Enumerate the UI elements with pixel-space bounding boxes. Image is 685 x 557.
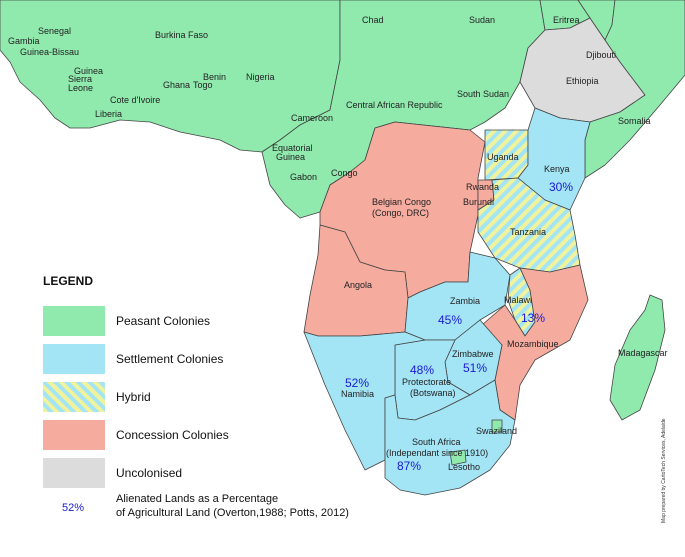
swatch-hybrid — [43, 382, 105, 412]
label-liberia: Liberia — [95, 109, 122, 119]
label-ghana: Ghana — [163, 80, 190, 90]
legend-label-settlement: Settlement Colonies — [116, 352, 224, 366]
label-eritrea: Eritrea — [553, 15, 580, 25]
label-benin: Benin — [203, 72, 226, 82]
label-car: Central African Republic — [346, 100, 443, 110]
label-togo: Togo — [193, 80, 213, 90]
legend-percent-line2: of Agricultural Land (Overton,1988; Pott… — [116, 507, 349, 519]
label-congo: Congo — [331, 168, 358, 178]
label-eq-guinea-1: Equatorial — [272, 143, 313, 153]
legend-label-uncolonised: Uncolonised — [116, 466, 183, 480]
label-namibia: Namibia — [341, 389, 374, 399]
pct-malawi: 13% — [521, 311, 545, 325]
label-tanzania: Tanzania — [510, 227, 546, 237]
map-credit: Map prepared by CartoTech Services, Adel… — [661, 418, 667, 523]
legend-item-settlement: Settlement Colonies — [43, 344, 373, 374]
label-somalia: Somalia — [618, 116, 651, 126]
label-sierra-leone-2: Leone — [68, 83, 93, 93]
label-gambia: Gambia — [8, 36, 40, 46]
region-west-africa — [0, 0, 341, 153]
legend-item-concession: Concession Colonies — [43, 420, 373, 450]
swatch-settlement — [43, 344, 105, 374]
label-rwanda: Rwanda — [466, 182, 499, 192]
pct-botswana: 48% — [410, 363, 434, 377]
label-mozambique: Mozambique — [507, 339, 559, 349]
country-swaziland — [491, 419, 503, 433]
swatch-uncolonised — [43, 458, 105, 488]
legend-item-peasant: Peasant Colonies — [43, 306, 373, 336]
label-cote-divoire: Cote d'Ivoire — [110, 95, 160, 105]
label-belgian-congo-2: (Congo, DRC) — [372, 208, 429, 218]
label-eq-guinea-2: Guinea — [276, 152, 305, 162]
legend-item-hybrid: Hybrid — [43, 382, 373, 412]
legend-title: LEGEND — [43, 274, 94, 288]
label-senegal: Senegal — [38, 26, 71, 36]
label-nigeria: Nigeria — [246, 72, 275, 82]
label-uganda: Uganda — [487, 152, 519, 162]
legend-label-hybrid: Hybrid — [116, 390, 151, 404]
country-kenya — [517, 107, 591, 211]
country-labels: Gambia Senegal Guinea-Bissau Guinea Sier… — [8, 15, 668, 472]
legend-percent-sample: 52% — [62, 502, 85, 514]
label-zimbabwe: Zimbabwe — [452, 349, 494, 359]
country-lesotho — [449, 449, 467, 466]
label-ethiopia: Ethiopia — [566, 76, 599, 86]
pct-zimbabwe: 51% — [463, 361, 487, 375]
pct-kenya: 30% — [549, 180, 573, 194]
pct-namibia: 52% — [345, 376, 369, 390]
country-south-africa — [384, 379, 516, 496]
label-guinea: Guinea — [74, 66, 103, 76]
label-botswana-1: Protectorate — [402, 377, 451, 387]
label-sierra-leone-1: Sierra — [68, 74, 92, 84]
label-burkina-faso: Burkina Faso — [155, 30, 208, 40]
legend-item-percentage: 52% Alienated Lands as a Percentage of A… — [40, 492, 380, 524]
legend-label-concession: Concession Colonies — [116, 428, 229, 442]
label-kenya: Kenya — [544, 164, 570, 174]
swatch-peasant — [43, 306, 105, 336]
label-gabon: Gabon — [290, 172, 317, 182]
percentage-labels: 30% 45% 13% 51% 48% 52% 87% — [345, 180, 573, 473]
label-lesotho: Lesotho — [448, 462, 480, 472]
legend: LEGEND Peasant Colonies Settlement Colon… — [40, 274, 380, 524]
label-south-africa-2: (Independant since 1910) — [386, 448, 488, 458]
legend-percent-line1: Alienated Lands as a Percentage — [116, 493, 279, 505]
swatch-concession — [43, 420, 105, 450]
label-belgian-congo-1: Belgian Congo — [372, 197, 431, 207]
country-madagascar — [609, 294, 666, 421]
label-guinea-bissau: Guinea-Bissau — [20, 47, 79, 57]
label-cameroon: Cameroon — [291, 113, 333, 123]
pct-zambia: 45% — [438, 313, 462, 327]
label-madagascar: Madagascar — [618, 348, 668, 358]
label-burundi: Burundi — [463, 197, 494, 207]
legend-label-peasant: Peasant Colonies — [116, 314, 211, 328]
label-swaziland: Swaziland — [476, 426, 517, 436]
label-south-africa-1: South Africa — [412, 437, 461, 447]
label-djibouti: Djibouti — [586, 50, 616, 60]
label-angola: Angola — [344, 280, 372, 290]
label-sudan: Sudan — [469, 15, 495, 25]
label-malawi: Malawi — [504, 295, 532, 305]
label-chad: Chad — [362, 15, 384, 25]
label-zambia: Zambia — [450, 296, 480, 306]
label-south-sudan: South Sudan — [457, 89, 509, 99]
label-botswana-2: (Botswana) — [410, 388, 456, 398]
pct-south-africa: 87% — [397, 459, 421, 473]
legend-percent-description: Alienated Lands as a Percentage of Agric… — [116, 492, 349, 520]
legend-item-uncolonised: Uncolonised — [43, 458, 373, 488]
